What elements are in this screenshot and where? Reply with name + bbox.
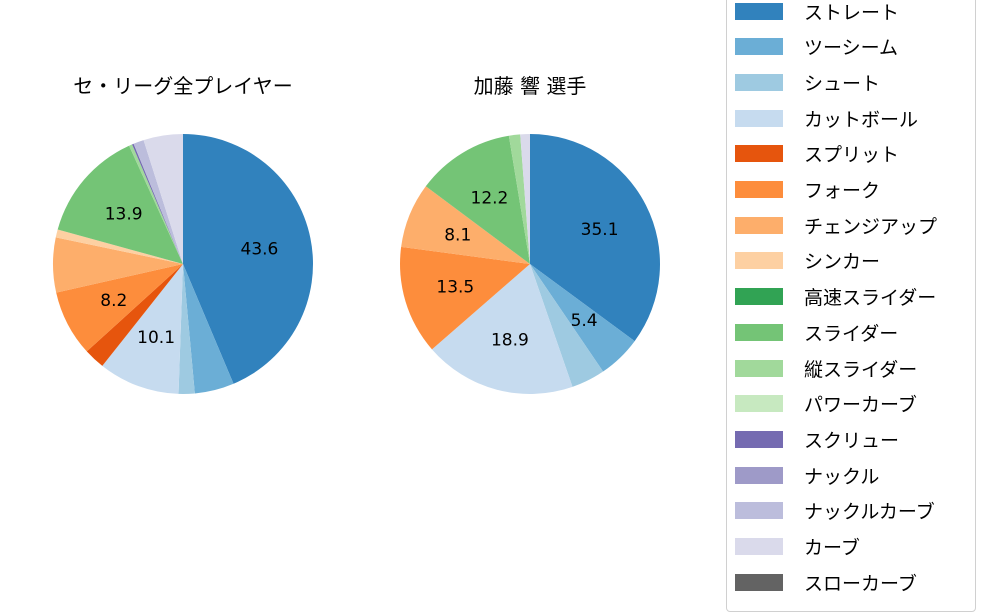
- legend-swatch: [735, 395, 783, 413]
- legend-swatch: [735, 216, 783, 234]
- legend-label: ストレート: [804, 1, 900, 24]
- legend-label: 高速スライダー: [804, 287, 937, 310]
- legend-label: ナックルカーブ: [804, 501, 935, 524]
- legend-swatch: [735, 573, 783, 591]
- legend-label: スプリット: [804, 144, 900, 167]
- legend-swatch: [735, 538, 783, 555]
- legend-label: ナックル: [804, 465, 880, 488]
- legend-item: カーブ: [735, 535, 860, 559]
- legend-label: カーブ: [804, 537, 860, 559]
- legend-swatch: [735, 2, 783, 20]
- legend-item: 高速スライダー: [735, 285, 936, 309]
- pie-slice: [400, 246, 530, 350]
- legend-item: ストレート: [735, 0, 900, 24]
- legend-swatch: [735, 252, 783, 270]
- right-chart-title: 加藤 響 選手: [473, 74, 587, 98]
- legend-swatch: [735, 38, 783, 56]
- legend-swatch: [735, 288, 783, 306]
- legend-label: フォーク: [804, 180, 881, 202]
- legend-label: ツーシーム: [804, 37, 899, 60]
- legend-item: パワーカーブ: [735, 392, 917, 416]
- pie-slice: [55, 229, 183, 264]
- legend-item: カットボール: [735, 106, 919, 131]
- legend-item: チェンジアップ: [735, 213, 938, 238]
- legend-label: チェンジアップ: [804, 215, 938, 238]
- slice-value-label: 13.9: [105, 204, 143, 224]
- pie-slice: [52, 237, 184, 293]
- slice-value-label: 13.5: [436, 277, 474, 297]
- slice-value-label: 18.9: [491, 330, 529, 350]
- slice-value-label: 8.1: [444, 226, 471, 246]
- pie-slice: [431, 264, 573, 394]
- pie-slice: [57, 145, 184, 264]
- pie-slice: [508, 134, 530, 264]
- legend-swatch: [735, 466, 783, 484]
- legend-label: パワーカーブ: [804, 394, 917, 417]
- slice-value-label: 43.6: [241, 240, 279, 260]
- legend-item: スローカーブ: [735, 570, 917, 595]
- legend: ストレートツーシームシュートカットボール スプリットフォークチェンジアップ シンカー…: [726, 0, 976, 612]
- legend-swatch: [735, 145, 783, 163]
- legend-label: カットボール: [804, 108, 919, 131]
- pie-slice: [520, 134, 530, 264]
- pie-chart-league: 43.6 10.1 8.2 13.9: [52, 134, 313, 394]
- legend-item: スライダー: [735, 320, 899, 345]
- legend-label: 縦スライダー: [804, 358, 918, 381]
- pie-slice: [401, 186, 530, 264]
- legend-label: シンカー: [804, 251, 881, 274]
- pie-slice: [530, 264, 604, 387]
- legend-item: スプリット: [735, 142, 899, 166]
- pie-slice: [56, 264, 184, 352]
- pie-slice: [129, 144, 183, 264]
- legend-label: シュート: [804, 72, 881, 95]
- legend-label: スライダー: [804, 322, 899, 345]
- legend-swatch: [735, 109, 783, 127]
- legend-swatch: [735, 181, 783, 198]
- slice-value-label: 12.2: [471, 188, 509, 208]
- slice-value-label: 35.1: [581, 220, 619, 240]
- legend-item: スクリュー: [735, 427, 900, 452]
- legend-swatch: [735, 359, 783, 377]
- legend-swatch: [735, 323, 783, 341]
- pie-chart-player: 35.1 5.4 18.9 13.5 8.112.2: [400, 134, 660, 394]
- pie-slice: [425, 135, 530, 264]
- left-chart-title: セ・リーグ全プレイヤー: [73, 74, 293, 98]
- slice-value-label: 10.1: [137, 328, 175, 348]
- pie-slice: [132, 143, 183, 264]
- legend-item: ナックルカーブ: [735, 499, 935, 523]
- legend-label: スクリュー: [804, 429, 900, 452]
- legend-swatch: [735, 502, 783, 520]
- pie-slice: [183, 264, 234, 394]
- slice-value-label: 8.2: [100, 291, 127, 311]
- legend-label: スローカーブ: [804, 572, 917, 595]
- pie-slice: [183, 134, 313, 384]
- legend-item: シュート: [735, 70, 881, 95]
- legend-item: ツーシーム: [735, 35, 898, 59]
- legend-item: ナックル: [735, 463, 880, 488]
- legend-item: フォーク: [735, 178, 880, 202]
- legend-item: シンカー: [735, 249, 880, 273]
- pie-slice: [178, 264, 195, 394]
- pie-slice: [530, 264, 635, 372]
- pie-slice: [530, 134, 660, 342]
- pie-slice: [143, 134, 183, 264]
- pie-slice: [86, 264, 183, 366]
- legend-swatch: [735, 430, 783, 448]
- slice-value-label: 5.4: [571, 311, 598, 331]
- pie-slice: [133, 140, 183, 264]
- pie-slice: [102, 264, 183, 394]
- legend-item: 縦スライダー: [735, 356, 918, 381]
- legend-swatch: [735, 73, 783, 91]
